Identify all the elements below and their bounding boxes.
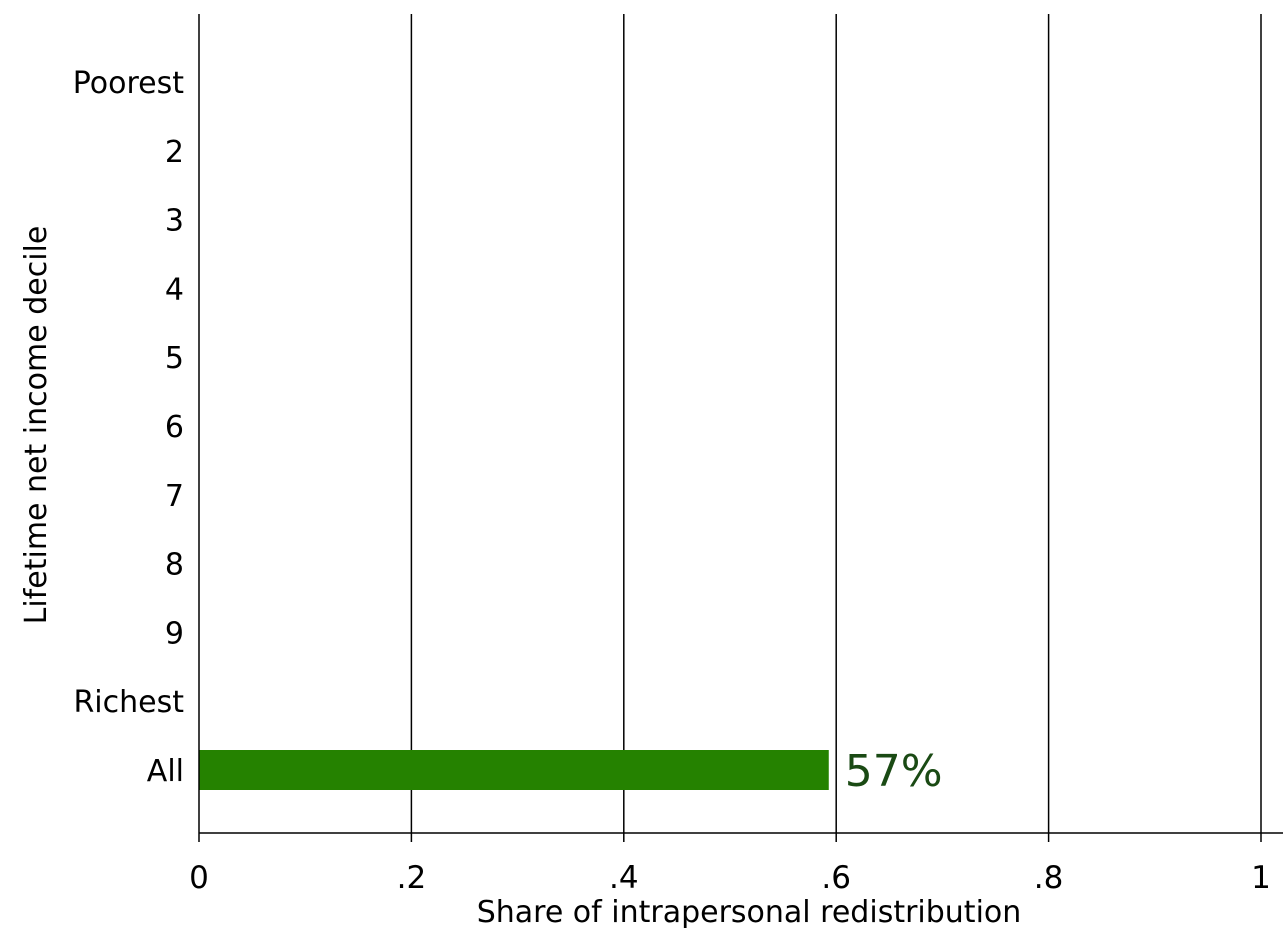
category-label-1: 2	[165, 135, 184, 170]
category-label-0: Poorest	[73, 66, 184, 101]
x-axis-title: Share of intrapersonal redistribution	[477, 895, 1022, 928]
category-label-5: 6	[165, 410, 184, 445]
grid-layer	[410, 14, 1262, 833]
x-tick-label-4: .8	[1034, 860, 1064, 896]
category-label-9: Richest	[73, 685, 184, 720]
category-label-2: 3	[165, 204, 184, 239]
category-label-3: 4	[165, 272, 184, 307]
category-label-6: 7	[165, 479, 184, 514]
axis-layer	[198, 14, 1283, 842]
bar-layer	[199, 750, 829, 790]
x-tick-label-1: .2	[397, 860, 427, 896]
category-label-7: 8	[165, 548, 184, 583]
x-tick-label-3: .6	[821, 860, 851, 896]
category-label-10: All	[147, 754, 184, 789]
x-tick-label-5: 1	[1251, 860, 1271, 896]
data-label-10: 57%	[845, 746, 943, 797]
y-axis-title: Lifetime net income decile	[19, 226, 54, 625]
label-layer: 0 .2 .4 .6 .8 1 Poorest 2 3 4 5 6 7 8 9 Richest All 57%	[73, 66, 1271, 896]
category-label-4: 5	[165, 341, 184, 376]
x-tick-label-2: .4	[609, 860, 639, 896]
category-label-8: 9	[165, 616, 184, 651]
bar-10	[199, 750, 829, 790]
x-tick-label-0: 0	[189, 860, 209, 896]
